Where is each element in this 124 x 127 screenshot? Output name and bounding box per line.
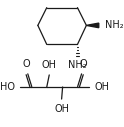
Polygon shape [86, 23, 99, 28]
Text: O: O [22, 59, 30, 69]
Text: O: O [80, 59, 87, 69]
Text: NH₂: NH₂ [68, 60, 87, 70]
Text: OH: OH [94, 82, 109, 92]
Text: NH₂: NH₂ [105, 20, 124, 30]
Text: OH: OH [54, 104, 69, 114]
Text: OH: OH [42, 60, 57, 70]
Text: HO: HO [0, 82, 15, 92]
